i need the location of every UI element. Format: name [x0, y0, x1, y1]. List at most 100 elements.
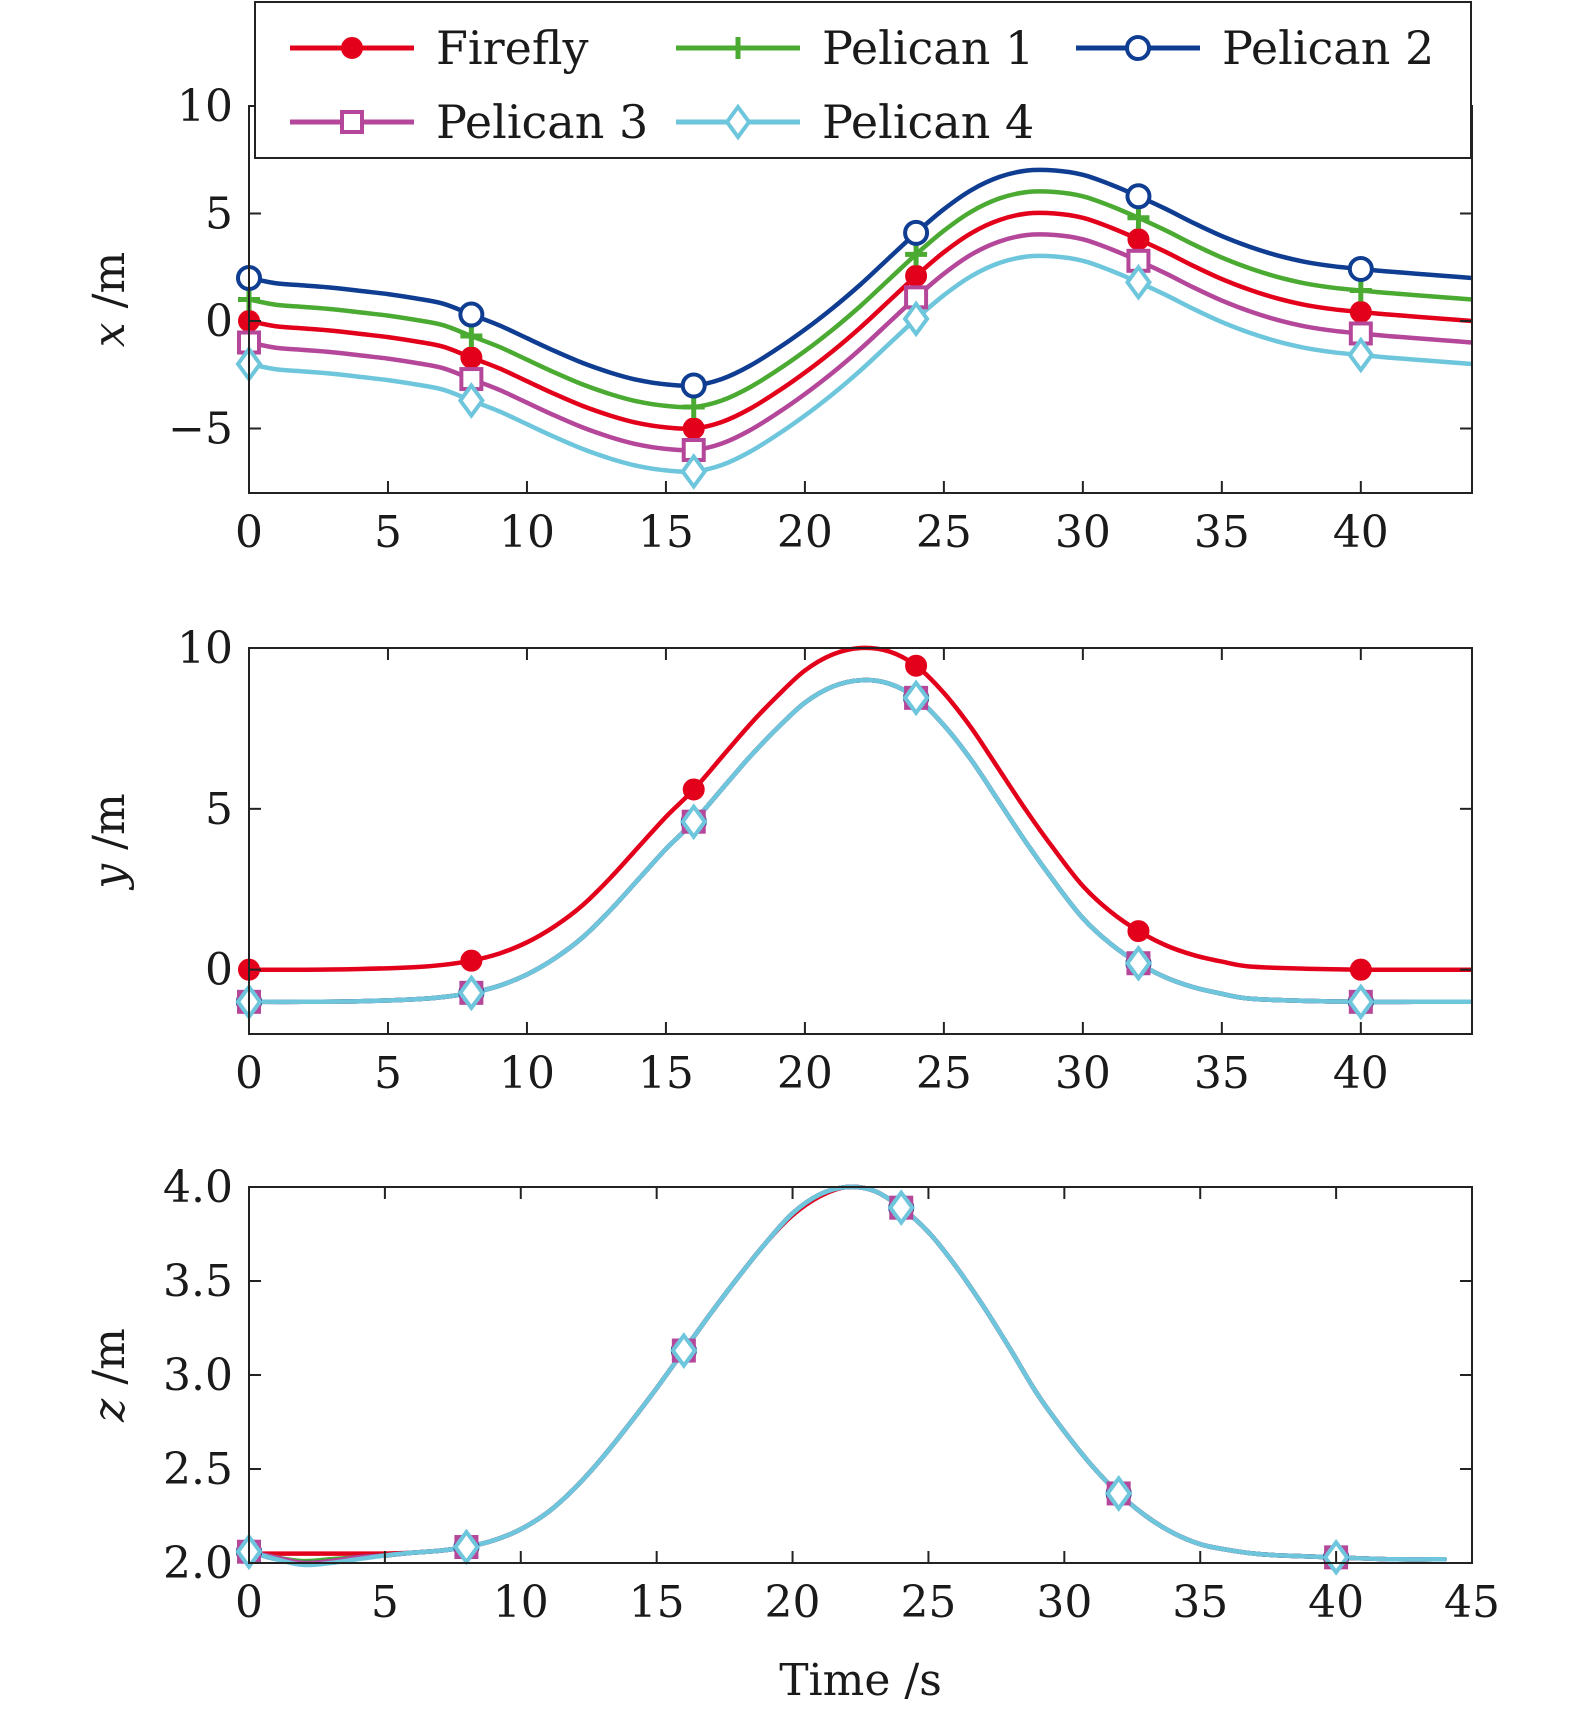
- y-tick-label: 2.0: [163, 1538, 233, 1589]
- x-tick-label: 0: [235, 1577, 263, 1628]
- axes-box-y: [248, 647, 1473, 1035]
- x-tick-label: 15: [638, 1048, 694, 1099]
- x-tick-label: 5: [374, 1048, 402, 1099]
- x-tick-label: 30: [1036, 1577, 1092, 1628]
- x-tick-label: 5: [374, 507, 402, 558]
- marker-x-pelican-2-24: [903, 219, 930, 246]
- y-tick-label: 3.5: [163, 1256, 233, 1307]
- series-lines-x: [249, 167, 1472, 475]
- y-tick-label: 4.0: [163, 1162, 233, 1213]
- marker-x-pelican-4-24: [902, 300, 930, 338]
- marker-x-pelican-2-8: [458, 301, 485, 328]
- x-tick-label: 15: [638, 507, 694, 558]
- line-z-pelican-2: [249, 1184, 1448, 1566]
- marker-x-firefly-16: [682, 417, 705, 440]
- marker-x-pelican-1-32: [1127, 206, 1150, 229]
- legend-item-pelican-1: Pelican 1: [676, 21, 1034, 75]
- markers-z: [235, 1189, 1350, 1576]
- x-tick-label: 20: [765, 1577, 821, 1628]
- x-tick-label: 25: [916, 1048, 972, 1099]
- line-z-pelican-4: [249, 1184, 1448, 1568]
- line-z-pelican-1: [249, 1184, 1448, 1564]
- y-tick-label: 10: [177, 81, 233, 132]
- marker-y-firefly-24: [905, 654, 928, 677]
- x-tick-label: 40: [1308, 1577, 1364, 1628]
- legend-label: Firefly: [436, 21, 589, 75]
- marker-y-pelican-4-24: [902, 679, 930, 717]
- x-tick-label: 10: [493, 1577, 549, 1628]
- x-tick-label: 0: [235, 507, 263, 558]
- x-tick-label: 10: [499, 1048, 555, 1099]
- legend-item-pelican-3: Pelican 3: [290, 95, 648, 149]
- y-tick-label: 5: [205, 189, 233, 240]
- x-tick-label: 40: [1333, 1048, 1389, 1099]
- x-tick-label: 25: [900, 1577, 956, 1628]
- y-axis-label-x: x /m: [84, 252, 135, 347]
- marker-x-pelican-4-32: [1124, 263, 1152, 301]
- legend-item-pelican-2: Pelican 2: [1076, 21, 1434, 75]
- marker-x-pelican-1-16: [682, 396, 705, 418]
- y-axis-label-y: y /m: [84, 793, 135, 890]
- x-tick-label: 15: [629, 1577, 685, 1628]
- line-y-pelican-4: [249, 677, 1472, 1005]
- legend-label: Pelican 4: [822, 95, 1034, 149]
- line-y-pelican-2: [249, 677, 1472, 1005]
- marker-x-pelican-4-16: [680, 453, 708, 490]
- marker-z-pelican-4-24: [887, 1189, 915, 1227]
- line-x-pelican-3: [249, 232, 1472, 453]
- marker-y-firefly-40: [1349, 958, 1372, 981]
- legend-label: Pelican 3: [436, 95, 648, 149]
- line-y-pelican-1: [249, 677, 1472, 1005]
- x-tick-label: 25: [916, 507, 972, 558]
- y-tick-label: 0: [205, 945, 233, 996]
- series-lines-z: [249, 1184, 1448, 1568]
- marker-x-pelican-2-16: [680, 372, 707, 399]
- plot-y: 0 5 10 15 20 25 30 35 40 0 5 10 y /m: [84, 623, 1473, 1099]
- marker-x-pelican-2-40: [1347, 255, 1374, 282]
- marker-y-firefly-8: [460, 949, 483, 972]
- axes-box-z: [248, 1186, 1473, 1564]
- x-tick-label: 45: [1444, 1577, 1500, 1628]
- x-tick-label: 30: [1055, 507, 1111, 558]
- line-y-pelican-3: [249, 677, 1472, 1005]
- legend-box: [254, 1, 1472, 159]
- marker-x-pelican-1-24: [905, 243, 928, 266]
- x-tick-label: 30: [1055, 1048, 1111, 1099]
- line-x-pelican-2: [249, 167, 1472, 389]
- marker-x-firefly-40: [1349, 300, 1372, 323]
- line-x-pelican-1: [249, 189, 1472, 410]
- legend: Firefly Pelican 1 Pelican 2 Pelican 3 Pelica…: [254, 1, 1472, 159]
- x-tick-label: 20: [777, 1048, 833, 1099]
- marker-y-pelican-4-8: [457, 974, 485, 1012]
- legend-item-pelican-4: Pelican 4: [676, 95, 1034, 149]
- marker-y-pelican-4-32: [1124, 944, 1152, 982]
- x-axis-label: Time /s: [779, 1655, 942, 1706]
- marker-x-firefly-24: [905, 264, 928, 287]
- legend-item-firefly: Firefly: [290, 21, 589, 75]
- series-lines-y: [249, 645, 1472, 1005]
- y-tick-label: 10: [177, 623, 233, 674]
- plot-z: 0 5 10 15 20 25 30 35 40 45 2.0 2.5 3.0 3.5 4.0 z /m Tim…: [84, 1162, 1500, 1706]
- y-tick-label: −5: [168, 404, 233, 455]
- y-tick-label: 0: [205, 296, 233, 347]
- marker-y-firefly-32: [1127, 920, 1150, 943]
- markers-x: [235, 183, 1375, 490]
- marker-x-pelican-1-8: [460, 325, 483, 348]
- marker-y-pelican-4-40: [1347, 983, 1375, 1021]
- y-tick-label: 5: [205, 784, 233, 835]
- x-tick-label: 10: [499, 507, 555, 558]
- x-tick-label: 0: [235, 1048, 263, 1099]
- line-z-pelican-3: [249, 1184, 1448, 1566]
- marker-x-pelican-4-8: [457, 382, 485, 419]
- marker-x-firefly-32: [1127, 228, 1150, 251]
- marker-z-pelican-4-32: [1105, 1475, 1133, 1512]
- marker-x-firefly-8: [460, 346, 483, 369]
- x-tick-label: 5: [371, 1577, 399, 1628]
- line-y-firefly: [249, 645, 1472, 972]
- x-tick-label: 35: [1194, 1048, 1250, 1099]
- x-tick-label: 35: [1172, 1577, 1228, 1628]
- legend-label: Pelican 1: [822, 21, 1034, 75]
- marker-y-pelican-4-16: [680, 803, 708, 841]
- marker-x-pelican-4-40: [1347, 336, 1375, 374]
